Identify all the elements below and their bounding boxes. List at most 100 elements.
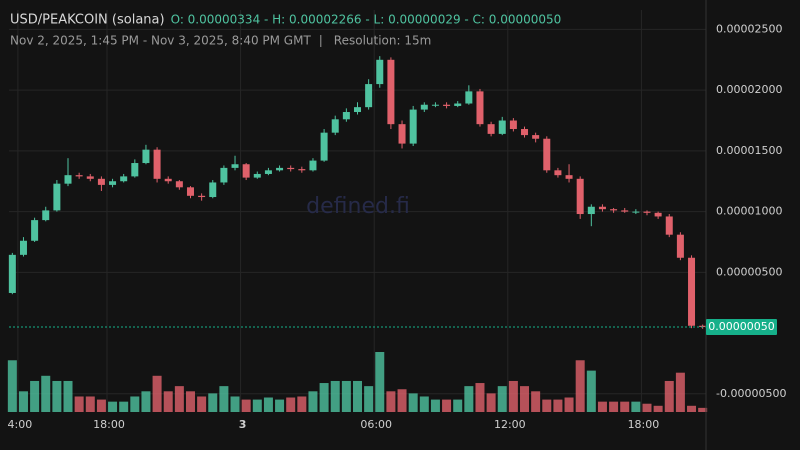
volume-bar [330, 380, 340, 412]
candle-body [298, 169, 306, 171]
candle-body [632, 211, 640, 213]
candle-body [164, 178, 172, 182]
candle-body [231, 164, 239, 168]
volume-bar [74, 396, 84, 412]
x-tick-label: 12:00 [494, 418, 526, 431]
candle-body [598, 206, 606, 210]
volume-bar [531, 391, 541, 412]
candle-body [699, 325, 707, 327]
volume-bar [108, 401, 118, 412]
candle-body [287, 167, 295, 170]
volume-bar [230, 396, 240, 412]
volume-bar [419, 396, 429, 412]
volume-bar [241, 399, 251, 412]
candle-body [175, 181, 183, 188]
y-tick-label: 0.00001500 [716, 144, 782, 157]
candle-body [610, 209, 618, 211]
candle-body [75, 175, 83, 177]
candle-body [209, 182, 217, 198]
volume-bar [631, 401, 641, 412]
candle-body [19, 240, 27, 255]
volume-bar [85, 396, 95, 412]
volume-bar [141, 391, 151, 412]
volume-bar [219, 386, 229, 412]
candle-body [498, 120, 506, 134]
candle-body [688, 257, 696, 326]
volume-bar [386, 391, 396, 412]
candle-body [487, 124, 495, 134]
candle-body [354, 107, 361, 113]
volume-bar [430, 399, 440, 412]
volume-bar [575, 360, 585, 412]
volume-bar [197, 396, 207, 412]
volume-bar [653, 405, 663, 412]
candle-body [431, 104, 439, 106]
candle-body [565, 175, 573, 179]
candle-body [309, 160, 317, 171]
y-tick-label: 0.00001000 [716, 205, 782, 218]
candle-body [554, 170, 562, 176]
candle-body [31, 220, 39, 241]
resolution: Resolution: 15m [334, 34, 432, 48]
watermark: defined.fi [306, 194, 410, 219]
volume-bar [397, 389, 407, 412]
volume-bar [475, 383, 485, 412]
volume-bar [586, 370, 596, 412]
candle-body [654, 212, 662, 217]
axes: 0.00002500 0.00002000 0.00001500 0.00001000… [8, 22, 787, 431]
candle-body [387, 59, 395, 125]
candle-body [576, 178, 584, 215]
volume-bar [52, 380, 62, 412]
candle-body [420, 104, 428, 110]
candle-body [587, 206, 595, 215]
volume-bar [508, 380, 518, 412]
candle-body [509, 120, 517, 130]
volume-bar [442, 399, 452, 412]
candle-body [153, 149, 161, 179]
volume-bar [185, 391, 195, 412]
x-tick-label: 18:00 [93, 418, 125, 431]
chart-title: USD/PEAKCOIN (solana) [10, 13, 165, 28]
volume-bar [497, 386, 507, 412]
candle-body [97, 178, 105, 185]
candle-body [220, 167, 228, 183]
candle-body [465, 91, 473, 104]
candle-body [521, 129, 529, 136]
volume-bar [163, 391, 173, 412]
volume-bar [564, 397, 574, 412]
grid [9, 10, 706, 412]
volume-bar [375, 352, 385, 412]
candle-body [543, 138, 551, 171]
volume-bar [41, 375, 51, 412]
volume-bar [130, 396, 140, 412]
volume-bar [698, 407, 708, 412]
candle-body [142, 149, 150, 164]
y-tick-label: -0.00000500 [716, 387, 786, 400]
candle-body [264, 170, 272, 174]
volume-bar [597, 401, 607, 412]
volume-bar [319, 383, 329, 412]
volume-bar [353, 380, 362, 412]
volume-bar [252, 399, 262, 412]
volume-bar [542, 399, 552, 412]
plot [7, 56, 708, 412]
candle-body [532, 135, 540, 139]
volume-bar [63, 380, 73, 412]
candle-body [186, 187, 194, 196]
candle-body [42, 210, 50, 221]
volume-bar [553, 399, 563, 412]
x-tick-label: 3 [239, 418, 247, 431]
candle-body [198, 195, 206, 198]
candle-body [643, 211, 651, 213]
candle-body [53, 183, 61, 211]
candle-body [676, 234, 684, 258]
candle-body [342, 112, 350, 120]
volume-bar [297, 396, 307, 412]
x-tick-label: 18:00 [628, 418, 660, 431]
candle-body [8, 254, 16, 293]
volume-bar [286, 397, 296, 412]
y-tick-label: 0.00002000 [716, 83, 782, 96]
subtitle: Nov 2, 2025, 1:45 PM - Nov 3, 2025, 8:40… [10, 34, 311, 48]
candle-body [398, 124, 406, 144]
candle-body [276, 167, 284, 171]
